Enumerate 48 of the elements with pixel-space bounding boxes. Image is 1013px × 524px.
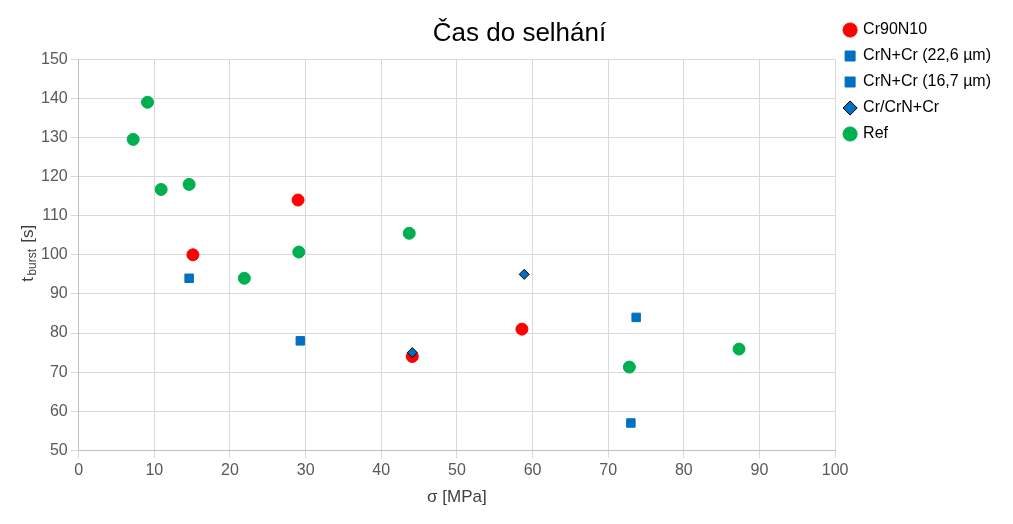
point: [126, 132, 140, 146]
x-tick-label: 20: [221, 461, 239, 479]
legend-label: Cr90N10: [863, 20, 928, 38]
point: [402, 226, 416, 240]
legend-label: Ref: [863, 124, 889, 142]
y-tick-label: 120: [40, 166, 68, 184]
point: [154, 182, 168, 196]
y-tick-label: 150: [40, 49, 68, 67]
y-tick-label: 110: [42, 206, 68, 224]
x-tick-label: 100: [821, 461, 849, 479]
x-tick-label: 10: [145, 461, 164, 479]
point: [141, 95, 155, 109]
legend-label: CrN+Cr (16,7 µm): [863, 72, 992, 90]
point: [184, 273, 194, 284]
y-tick-label: 70: [49, 362, 68, 380]
x-tick-label: 80: [674, 461, 693, 479]
legend-label: CrN+Cr (22,6 µm): [863, 46, 992, 64]
y-tick-label: 90: [49, 284, 68, 302]
point: [291, 193, 305, 207]
point: [518, 268, 530, 280]
x-tick-label: 70: [599, 461, 618, 479]
point: [237, 271, 251, 285]
x-tick-label: 50: [448, 461, 466, 479]
y-tick-label: 130: [40, 127, 68, 145]
legend-label: Cr/CrN+Cr: [863, 98, 940, 116]
point: [406, 347, 418, 359]
y-tick-label: 60: [49, 401, 68, 419]
y-tick-label: 140: [40, 88, 68, 106]
x-tick-label: 40: [372, 461, 391, 479]
point: [626, 418, 636, 428]
x-tick-label: 0: [74, 461, 84, 479]
x-tick-label: 30: [296, 461, 315, 479]
x-axis-title: σ [MPa]: [427, 487, 487, 507]
point: [631, 312, 641, 323]
point: [515, 322, 529, 336]
point: [622, 360, 636, 374]
point: [292, 245, 306, 259]
point: [186, 248, 200, 262]
y-tick-label: 80: [49, 323, 68, 341]
y-tick-label: 50: [49, 440, 68, 458]
x-tick-label: 90: [750, 461, 769, 479]
y-axis-title: tburst [s]: [17, 224, 40, 282]
point: [732, 342, 746, 356]
chart-title: Čas do selhání: [432, 16, 607, 47]
y-tick-label: 100: [40, 245, 68, 263]
x-tick-label: 60: [523, 461, 542, 479]
point: [182, 177, 196, 191]
point: [295, 336, 306, 346]
